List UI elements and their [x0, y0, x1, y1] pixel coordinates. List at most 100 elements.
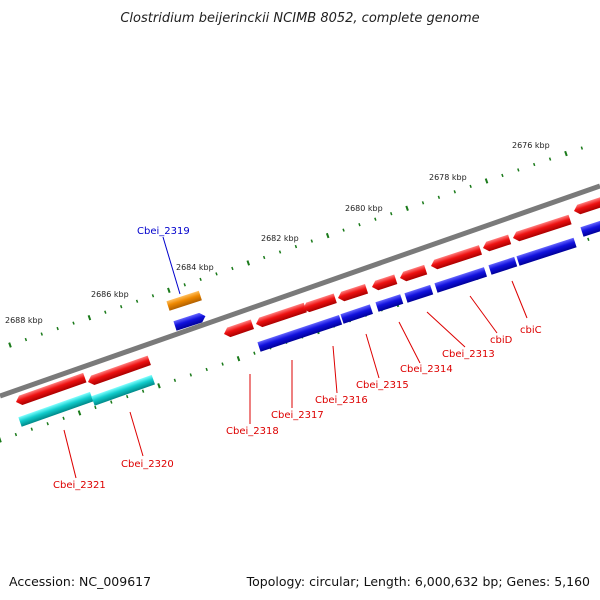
- leader-cbei-2319: [162, 236, 181, 295]
- cds-cbei-2316-forward[interactable]: [301, 293, 337, 313]
- inner-scale-tick-3: [46, 422, 49, 426]
- cds-cbei-2318-forward[interactable]: [222, 319, 254, 339]
- cds-cbic-gene[interactable]: [516, 237, 577, 266]
- cds-cbei-2317-forward[interactable]: [254, 302, 307, 329]
- outer-scale-tick-14: [231, 266, 234, 271]
- cds-cbei-2320-forward[interactable]: [86, 355, 151, 387]
- outer-scale-tick-12: [199, 277, 202, 282]
- gene-label-cbei-2317[interactable]: Cbei_2317: [271, 410, 324, 421]
- cds-forward-next[interactable]: [511, 214, 572, 243]
- leader-cbei-2316: [332, 345, 338, 394]
- tick-label-2688: 2688 kbp: [5, 316, 43, 325]
- gene-label-cbei-2321[interactable]: Cbei_2321: [53, 480, 106, 491]
- cds-cbei-2318-2317-gene[interactable]: [257, 314, 343, 352]
- gene-label-cbei-2316[interactable]: Cbei_2316: [315, 395, 368, 406]
- cds-cbei-2320-gene[interactable]: [91, 374, 155, 406]
- outer-scale-tick-29: [469, 184, 472, 189]
- gene-label-cbei-2320[interactable]: Cbei_2320: [121, 459, 174, 470]
- gene-labels: Cbei_2319 Cbei_2321 Cbei_2320 Cbei_2318 …: [53, 226, 542, 491]
- outer-scale-tick-24: [390, 212, 393, 216]
- outer-scale-tick-10: [167, 287, 171, 293]
- leader-cbei-2315: [365, 333, 380, 379]
- outer-scale-tick-17: [278, 250, 282, 254]
- inner-scale-tick-15: [236, 355, 241, 362]
- inner-scale-tick-16: [253, 351, 256, 355]
- scale-ticks-outer: [8, 146, 584, 348]
- inner-scale-tick-11: [173, 378, 177, 382]
- outer-scale-tick-25: [405, 205, 409, 211]
- inner-scale-tick-10: [157, 383, 161, 389]
- gene-label-cbei-2318[interactable]: Cbei_2318: [226, 426, 279, 437]
- gene-features: [14, 196, 600, 427]
- gene-label-cbic[interactable]: cbiC: [520, 325, 542, 336]
- cds-cbei-2319-orange[interactable]: [166, 290, 202, 311]
- cds-cbic-forward[interactable]: [481, 234, 512, 253]
- cds-cbei-2314-gene[interactable]: [404, 284, 434, 303]
- outer-scale-tick-16: [262, 255, 266, 260]
- tick-label-2678: 2678 kbp: [429, 173, 467, 182]
- topology-summary: Topology: circular; Length: 6,000,632 bp…: [246, 574, 590, 589]
- inner-scale-tick-2: [30, 427, 33, 431]
- leader-cbid: [469, 295, 498, 334]
- outer-scale-tick-6: [104, 310, 107, 314]
- leader-cbic: [511, 280, 528, 319]
- gene-label-cbei-2319[interactable]: Cbei_2319: [137, 226, 190, 237]
- outer-scale-tick-8: [135, 299, 139, 303]
- cds-cbei-2316-gene[interactable]: [340, 304, 373, 324]
- outer-scale-tick-19: [310, 239, 314, 243]
- inner-scale-tick-12: [189, 373, 192, 377]
- outer-scale-tick-26: [421, 201, 425, 205]
- cds-cbei-2321-gene[interactable]: [18, 391, 94, 427]
- leader-cbei-2321: [63, 429, 77, 479]
- leader-cbei-2320: [129, 411, 144, 457]
- outer-scale-tick-33: [532, 162, 536, 167]
- label-leader-lines: [63, 236, 528, 479]
- gene-label-cbei-2314[interactable]: Cbei_2314: [400, 364, 453, 375]
- inner-scale-tick-1: [14, 432, 18, 437]
- inner-scale-tick-14: [221, 362, 224, 366]
- cds-cbid-forward[interactable]: [429, 245, 483, 271]
- outer-scale-tick-2: [40, 332, 43, 336]
- cds-cbei-2313-forward[interactable]: [398, 264, 428, 283]
- leader-cbei-2313: [426, 311, 466, 348]
- inner-scale-tick-7: [110, 400, 113, 404]
- outer-scale-tick-11: [183, 283, 186, 287]
- outer-scale-tick-9: [151, 294, 155, 298]
- tick-label-2680: 2680 kbp: [345, 204, 383, 213]
- outer-scale-tick-20: [325, 232, 330, 239]
- scale-tick-labels: 2676 kbp 2678 kbp 2680 kbp 2682 kbp 2684…: [5, 141, 550, 325]
- outer-scale-tick-34: [548, 157, 552, 161]
- inner-scale-tick-9: [141, 389, 145, 393]
- map-title: Clostridium beijerinckii NCIMB 8052, com…: [120, 11, 479, 26]
- genome-backbone: [0, 183, 600, 399]
- cds-cbei-2321-forward[interactable]: [14, 372, 87, 407]
- cds-cbei-2319-blue[interactable]: [173, 311, 207, 331]
- inner-scale-tick-0: [0, 437, 2, 443]
- cds-cbei-2313-gene[interactable]: [434, 267, 488, 293]
- outer-scale-tick-32: [517, 168, 520, 172]
- outer-scale-tick-28: [453, 190, 456, 194]
- inner-scale-tick-13: [205, 367, 208, 372]
- cds-gene-edge[interactable]: [580, 219, 600, 237]
- cds-cbei-2315-forward[interactable]: [336, 283, 369, 303]
- outer-scale-tick-15: [246, 260, 251, 266]
- outer-scale-tick-7: [119, 305, 123, 309]
- tick-label-2676: 2676 kbp: [512, 141, 550, 150]
- cds-cbid-gene[interactable]: [488, 256, 518, 275]
- outer-scale-tick-23: [374, 217, 377, 221]
- outer-scale-tick-35: [564, 150, 568, 157]
- outer-scale-tick-3: [56, 326, 59, 331]
- gene-label-cbid[interactable]: cbiD: [490, 335, 513, 346]
- cds-cbei-2315-gene[interactable]: [375, 294, 404, 312]
- outer-scale-tick-31: [501, 173, 504, 178]
- cds-cbei-2314-forward[interactable]: [370, 274, 398, 292]
- outer-scale-tick-22: [358, 223, 361, 227]
- gene-label-cbei-2315[interactable]: Cbei_2315: [356, 380, 409, 391]
- outer-scale-tick-4: [72, 321, 75, 325]
- outer-scale-tick-30: [484, 178, 489, 184]
- gene-label-cbei-2313[interactable]: Cbei_2313: [442, 349, 495, 360]
- tick-label-2684: 2684 kbp: [176, 263, 214, 272]
- cds-forward-edge[interactable]: [572, 196, 600, 215]
